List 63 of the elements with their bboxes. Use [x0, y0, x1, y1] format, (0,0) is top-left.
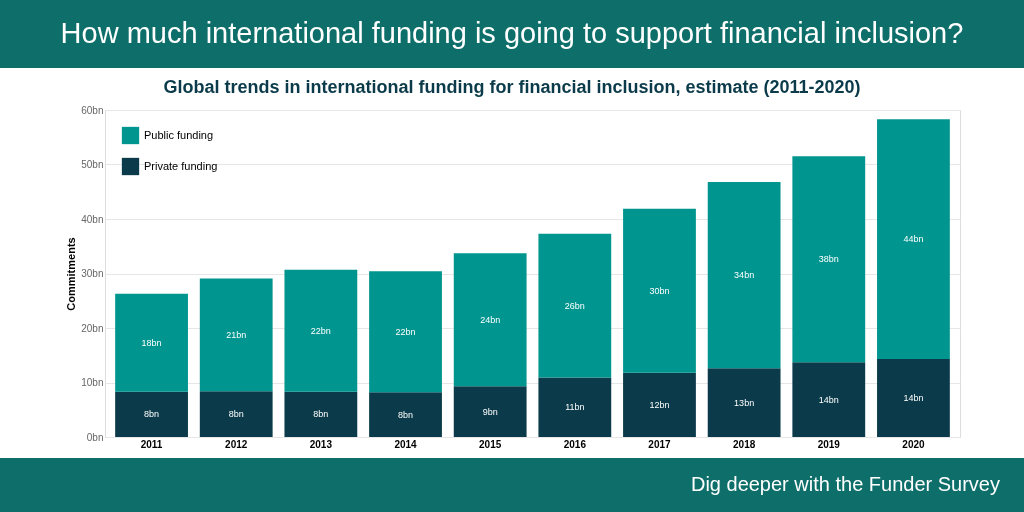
y-tick-label: 30bn: [81, 268, 104, 279]
bar: [284, 269, 358, 392]
bar: [453, 253, 527, 387]
data-label: 22bn: [395, 326, 416, 337]
data-label: 8bn: [313, 409, 329, 420]
y-tick-label: 10bn: [81, 377, 104, 388]
bar: [877, 359, 950, 437]
data-label: 18bn: [141, 337, 162, 348]
data-label: 14bn: [903, 393, 924, 404]
data-label: 21bn: [226, 329, 247, 340]
data-label: 11bn: [565, 402, 585, 413]
x-tick-label: 2015: [479, 438, 502, 450]
bar: [792, 156, 866, 363]
data-label: 8bn: [228, 409, 244, 420]
y-axis-title: Commitments: [65, 237, 78, 311]
bar: [115, 293, 188, 392]
data-label: 24bn: [480, 314, 501, 325]
y-tick-label: 20bn: [81, 322, 104, 334]
y-tick-label: 60bn: [81, 104, 104, 116]
x-tick-label: 2020: [902, 438, 925, 450]
y-tick-label: 0bn: [86, 431, 104, 443]
x-tick-label: 2017: [648, 438, 672, 450]
data-label: 34bn: [734, 270, 755, 281]
data-label: 22bn: [310, 325, 331, 336]
bar: [199, 278, 273, 392]
y-tick-label: 40bn: [81, 213, 104, 225]
bar: [538, 377, 612, 437]
bar: [369, 392, 442, 437]
y-tick-label: 50bn: [81, 159, 104, 170]
data-label: 26bn: [564, 300, 585, 311]
legend-label: Public funding: [144, 128, 214, 141]
data-label: 44bn: [903, 234, 924, 245]
bar: [284, 391, 358, 437]
data-label: 8bn: [144, 409, 160, 420]
data-label: 30bn: [649, 285, 670, 296]
bar: [707, 368, 781, 437]
x-tick-label: 2018: [733, 438, 756, 450]
bar: [877, 119, 950, 360]
bar: [707, 181, 781, 369]
x-tick-label: 2019: [817, 438, 841, 450]
bar: [538, 233, 612, 378]
text: Dig deeper with the Funder Survey: [690, 473, 1000, 495]
bar: [453, 386, 527, 437]
data-label: 9bn: [482, 406, 498, 417]
legend-label: Private funding: [144, 159, 218, 172]
bar: [199, 391, 273, 437]
x-tick-label: 2011: [140, 438, 163, 450]
bar: [369, 271, 442, 393]
chart-subtitle: Global trends in international funding for financial inclusion, estimate (2011-2020): [163, 77, 861, 97]
data-label: 14bn: [818, 394, 839, 405]
x-tick-label: 2014: [394, 438, 418, 450]
x-tick-label: 2012: [225, 438, 248, 450]
bar: [115, 391, 188, 437]
data-label: 12bn: [649, 399, 670, 410]
bar: [623, 372, 696, 437]
bar: [623, 208, 696, 373]
data-label: 13bn: [734, 397, 755, 408]
chart-title: How much international funding is going to support financial inclusion?: [60, 17, 964, 49]
x-tick-label: 2013: [309, 438, 333, 450]
data-label: 8bn: [398, 409, 414, 420]
data-label: 38bn: [818, 254, 839, 265]
bar: [792, 362, 866, 437]
x-tick-label: 2016: [563, 438, 587, 450]
